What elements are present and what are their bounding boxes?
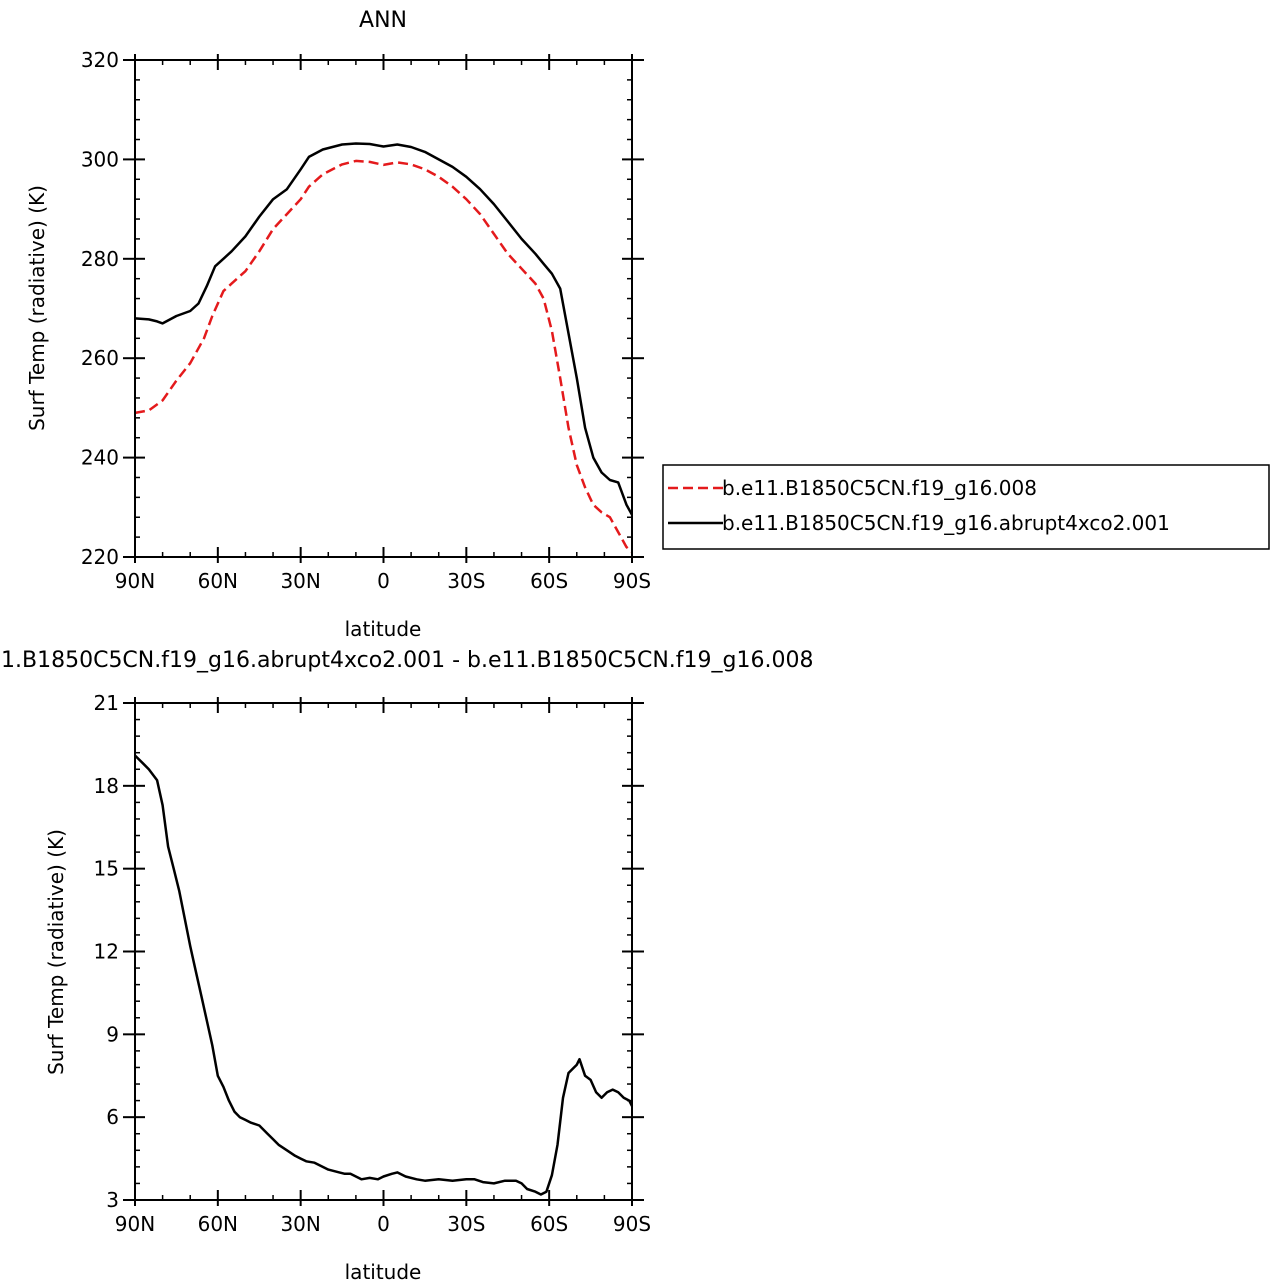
bottom-y-tick-label: 18: [94, 774, 119, 798]
bottom-chart-x-axis-label: latitude: [345, 1260, 422, 1284]
bottom-chart-title: b.e11.B1850C5CN.f19_g16.abrupt4xco2.001 …: [0, 648, 813, 673]
bottom-y-tick-label: 6: [106, 1105, 119, 1129]
bottom-chart-plot-frame: [134, 702, 633, 1201]
bottom-x-tick-label: 60N: [198, 1212, 238, 1236]
bottom-y-tick-label: 3: [106, 1188, 119, 1212]
bottom-chart-panel: b.e11.B1850C5CN.f19_g16.abrupt4xco2.001 …: [0, 648, 813, 1284]
top-chart-panel: ANN 90N 60N 30N 0 30S 60S 90S 220 240 260 280 300 32…: [25, 8, 651, 641]
top-x-tick-label: 60N: [198, 569, 238, 593]
top-chart-legend: b.e11.B1850C5CN.f19_g16.008 b.e11.B1850C…: [662, 464, 1270, 550]
bottom-y-tick-label: 9: [106, 1022, 119, 1046]
top-x-tick-label: 60S: [530, 569, 568, 593]
top-x-tick-label: 30S: [447, 569, 485, 593]
legend-box: [662, 464, 1270, 550]
bottom-series-line-0: [134, 754, 634, 1196]
top-chart-title: ANN: [359, 8, 407, 33]
legend-label-control: b.e11.B1850C5CN.f19_g16.008: [722, 476, 1037, 500]
top-chart-plot-frame: [134, 59, 633, 558]
top-x-tick-label: 0: [377, 569, 390, 593]
bottom-x-tick-label: 90S: [613, 1212, 651, 1236]
bottom-y-tick-label: 21: [94, 691, 119, 715]
top-x-tick-label: 90N: [115, 569, 155, 593]
top-y-tick-label: 240: [81, 446, 119, 470]
bottom-y-tick-label: 15: [94, 857, 119, 881]
top-series-line-1: [134, 142, 634, 516]
top-y-tick-label: 220: [81, 545, 119, 569]
top-chart-x-axis-label: latitude: [345, 617, 422, 641]
legend-label-abrupt4xco2: b.e11.B1850C5CN.f19_g16.abrupt4xco2.001: [722, 511, 1170, 535]
bottom-x-tick-label: 60S: [530, 1212, 568, 1236]
top-y-tick-label: 280: [81, 247, 119, 271]
top-y-tick-label: 320: [81, 48, 119, 72]
bottom-x-tick-label: 90N: [115, 1212, 155, 1236]
top-x-tick-label: 90S: [613, 569, 651, 593]
bottom-y-tick-label: 12: [94, 940, 119, 964]
top-chart-y-axis-label: Surf Temp (radiative) (K): [25, 185, 49, 431]
bottom-x-tick-label: 0: [377, 1212, 390, 1236]
top-y-tick-label: 260: [81, 346, 119, 370]
bottom-x-tick-label: 30S: [447, 1212, 485, 1236]
bottom-chart-y-axis-label: Surf Temp (radiative) (K): [44, 829, 68, 1075]
top-y-tick-label: 300: [81, 147, 119, 171]
top-x-tick-label: 30N: [280, 569, 320, 593]
top-series-line-0: [134, 159, 633, 553]
bottom-x-tick-label: 30N: [280, 1212, 320, 1236]
